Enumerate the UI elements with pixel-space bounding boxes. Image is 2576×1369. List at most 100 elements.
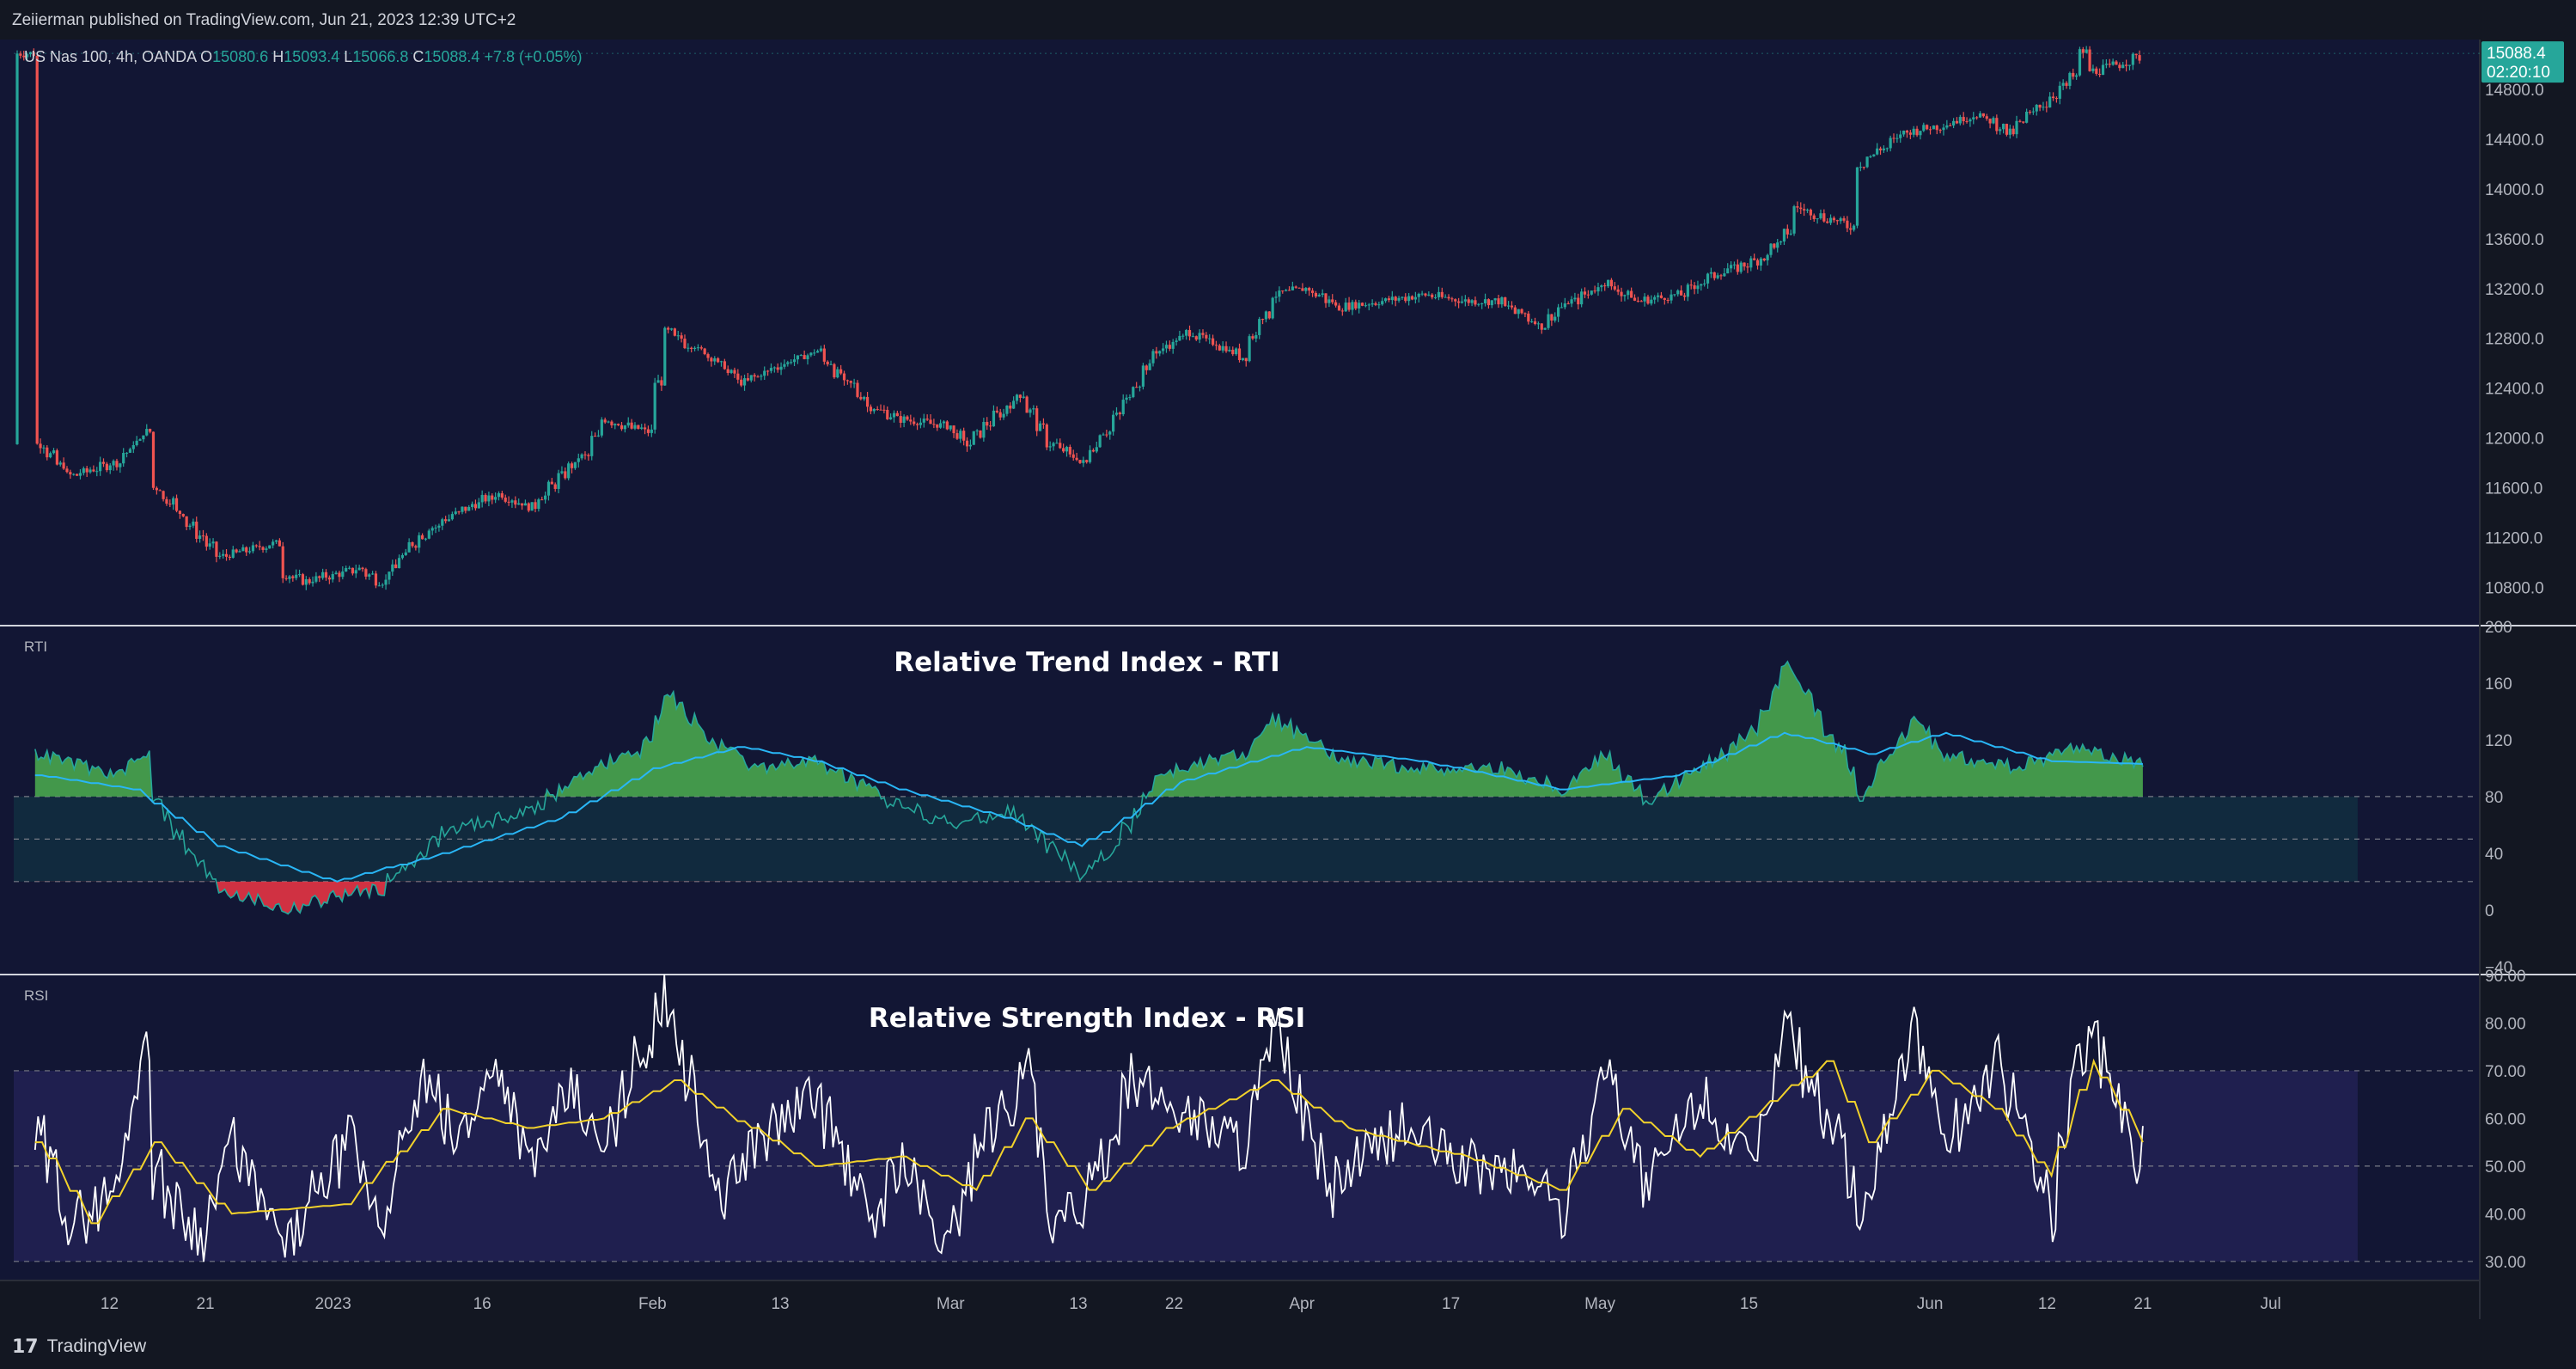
- candle-body: [265, 548, 268, 550]
- candle-body: [1381, 301, 1384, 305]
- candle-body: [1932, 125, 1935, 130]
- candle-body: [1297, 287, 1301, 289]
- rsi-line: [34, 974, 2144, 1262]
- legend-value: 15093.4: [284, 48, 344, 65]
- candle-body: [272, 541, 275, 546]
- candle-body: [1397, 297, 1401, 301]
- candle-body: [1527, 313, 1530, 322]
- candle-body: [1187, 330, 1192, 337]
- time-axis-tick: 13: [771, 1295, 789, 1313]
- candle-body: [411, 541, 414, 547]
- candle-body: [1653, 296, 1657, 300]
- candle-body: [131, 444, 135, 449]
- candle-body: [1912, 128, 1915, 135]
- candle-body: [418, 535, 421, 548]
- candle-body: [78, 473, 82, 476]
- price-axis-tick: 12000.0: [2485, 431, 2544, 449]
- candle-body: [703, 348, 706, 355]
- candle-body: [733, 370, 736, 374]
- candle-body: [790, 362, 793, 364]
- candle-body: [1650, 299, 1653, 304]
- candle-body: [185, 516, 188, 528]
- footer: [0, 1325, 2576, 1369]
- price-axis-tick: 12800.0: [2485, 331, 2544, 349]
- candle-body: [1025, 396, 1029, 413]
- candle-body: [461, 506, 464, 512]
- candle-body: [268, 545, 272, 549]
- candle-body: [351, 567, 355, 574]
- candle-body: [1497, 298, 1500, 305]
- candle-body: [527, 503, 530, 511]
- candle-body: [75, 474, 79, 476]
- candle-body: [1620, 291, 1623, 296]
- candle-body: [1928, 129, 1932, 131]
- candle-body: [473, 504, 478, 509]
- candle-body: [1643, 296, 1646, 302]
- candle-body: [913, 421, 916, 425]
- candle-body: [749, 375, 753, 381]
- candle-body: [2118, 64, 2121, 69]
- candle-body: [1523, 313, 1527, 315]
- candle-body: [1570, 299, 1573, 304]
- pane-label: RTI: [24, 639, 47, 655]
- candle-body: [932, 424, 936, 425]
- candle-body: [949, 425, 952, 430]
- candle-body: [1782, 229, 1786, 241]
- candle-body: [2038, 104, 2042, 108]
- candle-body: [803, 355, 806, 359]
- candle-body: [149, 429, 152, 432]
- candle-body: [454, 511, 457, 515]
- candle-body: [560, 471, 564, 474]
- candle-body: [467, 506, 471, 511]
- candle-body: [1504, 296, 1507, 307]
- candle-body: [52, 450, 56, 454]
- candle-body: [726, 369, 729, 373]
- indicator-axis-tick: 80.00: [2485, 1015, 2526, 1033]
- candle-body: [2008, 128, 2011, 135]
- candle-body: [192, 521, 195, 526]
- candle-body: [1410, 296, 1414, 300]
- candle-body: [1032, 408, 1035, 410]
- candle-body: [1447, 296, 1450, 299]
- candle-body: [1796, 206, 1799, 208]
- candle-body: [1237, 348, 1242, 360]
- candle-body: [836, 369, 839, 378]
- time-axis-tick: Jun: [1917, 1295, 1944, 1313]
- candle-body: [507, 501, 510, 503]
- candle-body: [1331, 299, 1334, 303]
- candle-body: [1271, 297, 1274, 319]
- candle-body: [1709, 272, 1713, 274]
- candle-body: [1739, 262, 1743, 272]
- candle-body: [540, 499, 544, 501]
- candle-body: [32, 52, 35, 56]
- candle-body: [1673, 294, 1676, 296]
- tradingview-logo[interactable]: 17 TradingView: [12, 1335, 146, 1359]
- candle-body: [710, 358, 713, 362]
- candle-body: [371, 573, 375, 575]
- publish-header: Zeiierman published on TradingView.com, …: [0, 0, 2576, 40]
- candle-body: [1383, 298, 1388, 302]
- candle-body: [1467, 299, 1470, 303]
- candle-body: [357, 567, 361, 571]
- candle-body: [1308, 287, 1311, 291]
- chart-area[interactable]: 10800.011200.011600.012000.012400.012800…: [0, 0, 2576, 1325]
- candle-body: [570, 463, 574, 468]
- candle-body: [158, 490, 162, 492]
- time-axis-tick: 12: [2038, 1295, 2056, 1313]
- candle-body: [1520, 309, 1523, 314]
- candle-body: [1387, 298, 1391, 301]
- candle-body: [321, 571, 325, 578]
- candle-body: [1231, 349, 1235, 355]
- candle-body: [680, 335, 683, 339]
- candle-body: [656, 380, 660, 383]
- candle-body: [603, 419, 607, 423]
- candle-body: [1404, 296, 1407, 302]
- candle-body: [1902, 130, 1906, 135]
- candle-body: [1340, 310, 1344, 312]
- candle-body: [567, 463, 571, 479]
- candle-body: [1510, 305, 1514, 308]
- price-axis-tick: 14000.0: [2485, 181, 2544, 199]
- candle-body: [2131, 53, 2134, 65]
- candle-body: [25, 54, 29, 58]
- candle-body: [962, 431, 966, 441]
